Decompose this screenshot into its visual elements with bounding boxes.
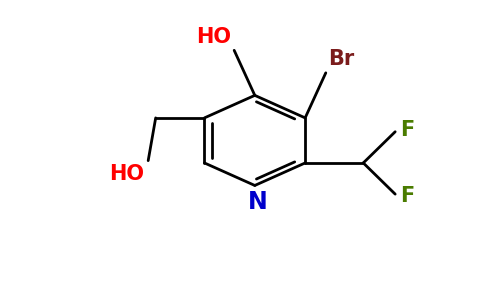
Text: Br: Br [328,50,354,69]
Text: F: F [400,186,414,206]
Text: F: F [400,120,414,140]
Text: HO: HO [109,164,144,184]
Text: N: N [248,190,268,214]
Text: HO: HO [196,27,231,47]
